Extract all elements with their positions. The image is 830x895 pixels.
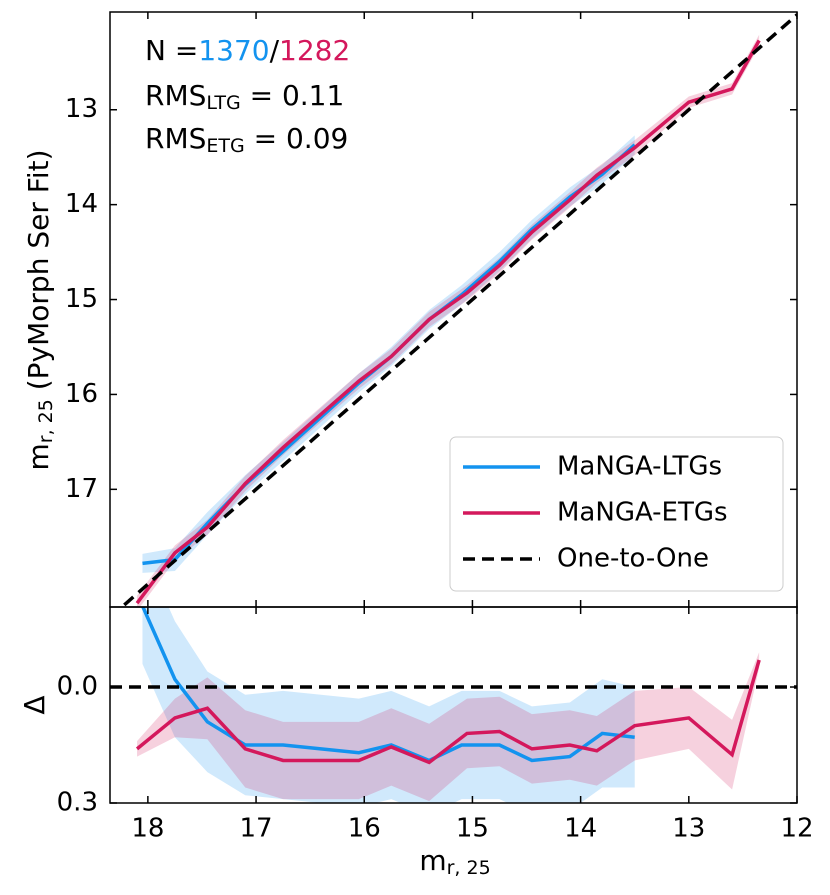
legend-label: One-to-One xyxy=(557,544,709,574)
ann-sub: ETG xyxy=(206,135,244,157)
x-tick-label: 13 xyxy=(672,814,705,844)
label-sub: r, 25 xyxy=(35,399,57,443)
x-tick-label: 12 xyxy=(780,814,813,844)
x-tick-label: 15 xyxy=(456,814,489,844)
annotation-rms-ltg: RMSLTG = 0.11 xyxy=(145,79,344,114)
y-tick-label: 13 xyxy=(65,94,98,124)
series-line xyxy=(141,607,635,763)
y-tick-label: 0.0 xyxy=(57,672,98,702)
label-part: (PyMorph Ser Fit) xyxy=(22,149,55,399)
label-sub: r, 25 xyxy=(447,857,491,879)
y-axis-label: mr, 25 (PyMorph Ser Fit) xyxy=(22,149,57,470)
legend-label: MaNGA-LTGs xyxy=(557,452,722,482)
ann-part: / xyxy=(270,34,280,67)
ann-part: N = xyxy=(145,34,198,67)
ann-part: = 0.11 xyxy=(241,79,345,112)
ann-sub: LTG xyxy=(206,92,240,114)
x-tick-label: 17 xyxy=(240,814,273,844)
y-tick-label: 0.3 xyxy=(57,788,98,818)
label-part: m xyxy=(22,443,55,470)
legend: MaNGA-LTGs MaNGA-ETGs One-to-One xyxy=(449,436,784,592)
y-tick-label: 14 xyxy=(65,189,98,219)
panel xyxy=(110,607,797,803)
label-part: m xyxy=(419,844,446,877)
plot-area xyxy=(110,13,797,803)
series-line xyxy=(135,659,761,765)
error-band xyxy=(137,652,760,802)
series-line xyxy=(135,39,761,605)
error-band xyxy=(137,34,760,607)
ann-part: RMS xyxy=(145,122,206,155)
reference-line xyxy=(119,13,797,607)
annotation-rms-etg: RMSETG = 0.09 xyxy=(145,122,348,157)
y-tick-label: 15 xyxy=(65,284,98,314)
y-tick-label: 16 xyxy=(65,379,98,409)
x-tick-label: 14 xyxy=(564,814,597,844)
x-tick-label: 16 xyxy=(348,814,381,844)
annotation-n: N =1370/1282 xyxy=(145,34,350,67)
x-axis-label: mr, 25 xyxy=(419,844,490,879)
legend-box xyxy=(449,436,784,592)
y-tick-label: 17 xyxy=(65,474,98,504)
ann-part: RMS xyxy=(145,79,206,112)
ann-part: 1282 xyxy=(279,34,350,67)
delta-axis-label: Δ xyxy=(18,695,51,714)
bottom-frame xyxy=(109,606,798,804)
x-tick-label: 18 xyxy=(131,814,164,844)
ann-part: 1370 xyxy=(198,34,269,67)
ann-part: = 0.09 xyxy=(245,122,349,155)
panel xyxy=(119,13,797,607)
legend-label: MaNGA-ETGs xyxy=(557,498,728,528)
